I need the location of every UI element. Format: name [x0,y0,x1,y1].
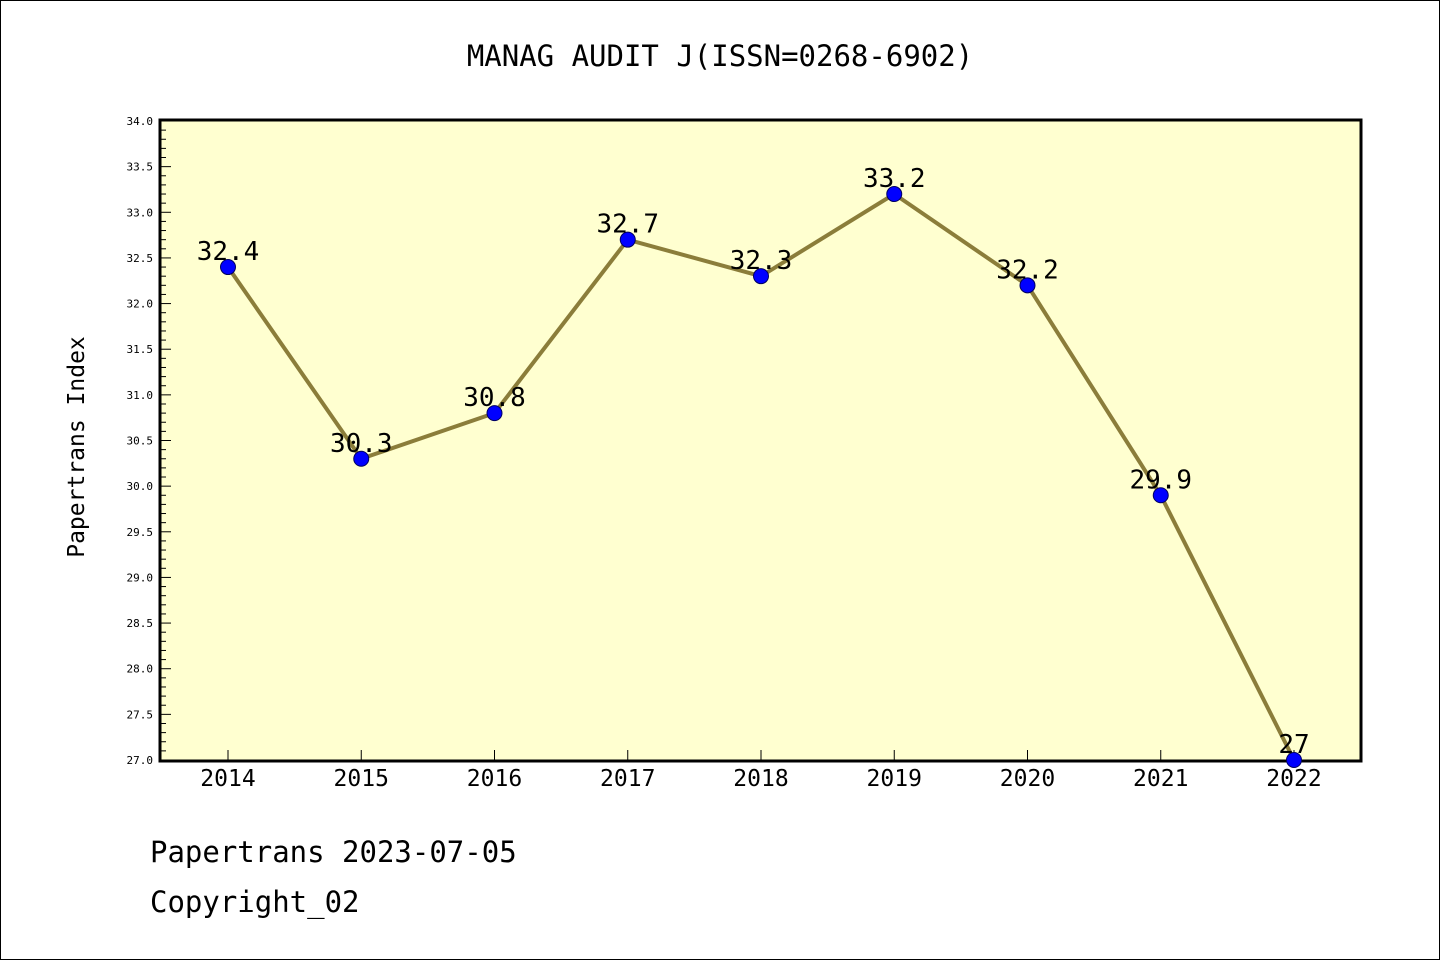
data-point-marker [886,186,903,203]
y-tick-label: 33.5 [127,161,154,174]
y-tick-label: 31.5 [127,343,154,356]
y-tick-label: 28.0 [127,663,154,676]
y-tick-label: 33.0 [127,206,154,219]
plot-area [158,118,1363,763]
x-tick-label: 2019 [867,766,922,792]
data-point-marker [753,268,769,285]
x-tick-label: 2021 [1133,766,1188,792]
data-point-marker [353,450,370,467]
y-tick-label: 28.5 [127,617,154,630]
data-point-marker [220,259,236,276]
x-tick-label: 2022 [1266,766,1321,792]
x-axis-ticks: 2014 2015 2016 2017 2018 2019 2020 2021 2022 [200,750,1322,792]
x-tick-label: 2016 [467,766,522,792]
x-tick-label: 2017 [600,766,655,792]
chart-title: MANAG AUDIT J(ISSN=0268-6902) [467,39,973,73]
x-tick-label: 2015 [334,766,389,792]
x-tick-label: 2020 [1000,766,1055,792]
y-tick-label: 34.0 [127,115,154,128]
y-tick-label: 27.0 [127,754,154,767]
data-point-label: 32.3 [730,246,793,276]
data-labels: 32.4 30.3 30.8 32.7 32.3 33.2 32.2 29.9 27 [197,164,1310,760]
y-tick-label: 27.5 [127,708,154,721]
y-tick-label: 32.5 [127,252,154,265]
y-axis-label: Papertrans Index [64,336,90,558]
data-point-label: 29.9 [1129,465,1192,495]
data-point-marker [486,405,503,422]
data-markers [220,186,1302,768]
y-axis-ticks: 27.0 27.5 28.0 28.5 29.0 29.5 30.0 30.5 31.0 31.5… [127,115,171,767]
data-point-label: 33.2 [863,164,926,194]
y-tick-label: 29.5 [127,526,154,539]
data-point-label: 32.2 [996,255,1059,285]
footer-date-line: Papertrans 2023-07-05 [150,835,517,869]
data-point-label: 32.4 [197,237,260,267]
data-point-marker [619,231,636,248]
data-point-marker [1152,487,1169,504]
y-tick-label: 29.0 [127,571,154,584]
data-point-marker [1286,752,1302,768]
x-tick-label: 2014 [200,766,255,792]
y-tick-label: 32.0 [127,298,154,311]
y-tick-label: 31.0 [127,389,154,402]
footer-copyright-line: Copyright_02 [150,885,360,919]
data-point-label: 30.8 [463,383,526,413]
y-tick-label: 30.5 [127,435,154,448]
data-point-marker [1019,277,1036,294]
data-point-label: 30.3 [330,429,393,459]
data-point-label: 27 [1278,730,1309,760]
data-point-label: 32.7 [596,210,659,240]
y-tick-label: 30.0 [127,480,154,493]
x-tick-label: 2018 [733,766,788,792]
